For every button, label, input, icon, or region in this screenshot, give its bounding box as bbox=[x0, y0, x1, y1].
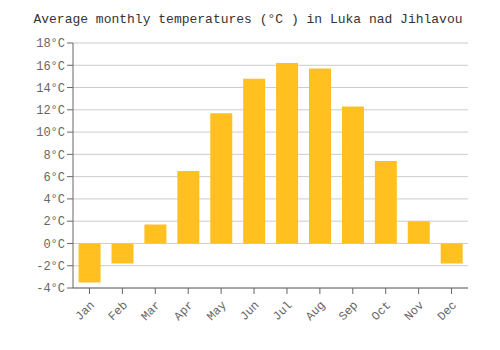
svg-text:-2°C: -2°C bbox=[36, 260, 65, 274]
svg-text:10°C: 10°C bbox=[36, 126, 65, 140]
svg-text:Apr: Apr bbox=[172, 299, 197, 324]
html-text:Average monthly temperatures (: Average monthly temperatures (°C ) in Lu… bbox=[33, 12, 463, 27]
svg-text:12°C: 12°C bbox=[36, 104, 65, 118]
svg-text:8°C: 8°C bbox=[43, 149, 65, 163]
svg-text:Sep: Sep bbox=[336, 299, 361, 324]
svg-text:Aug: Aug bbox=[303, 299, 328, 324]
svg-text:4°C: 4°C bbox=[43, 193, 65, 207]
svg-text:14°C: 14°C bbox=[36, 82, 65, 96]
svg-text:0°C: 0°C bbox=[43, 238, 65, 252]
svg-text:Nov: Nov bbox=[402, 299, 427, 324]
svg-text:Dec: Dec bbox=[435, 299, 460, 324]
svg-text:Jan: Jan bbox=[73, 299, 98, 324]
svg-text:16°C: 16°C bbox=[36, 60, 65, 74]
svg-text:6°C: 6°C bbox=[43, 171, 65, 185]
svg-text:2°C: 2°C bbox=[43, 215, 65, 229]
svg-text:-4°C: -4°C bbox=[36, 282, 65, 296]
svg-text:May: May bbox=[204, 299, 229, 324]
svg-text:Mar: Mar bbox=[139, 299, 164, 324]
svg-text:18°C: 18°C bbox=[36, 37, 65, 51]
svg-text:Oct: Oct bbox=[369, 299, 394, 324]
svg-text:Feb: Feb bbox=[106, 299, 131, 324]
svg-text:Jul: Jul bbox=[270, 299, 295, 324]
svg-text:Jun: Jun bbox=[237, 299, 262, 324]
